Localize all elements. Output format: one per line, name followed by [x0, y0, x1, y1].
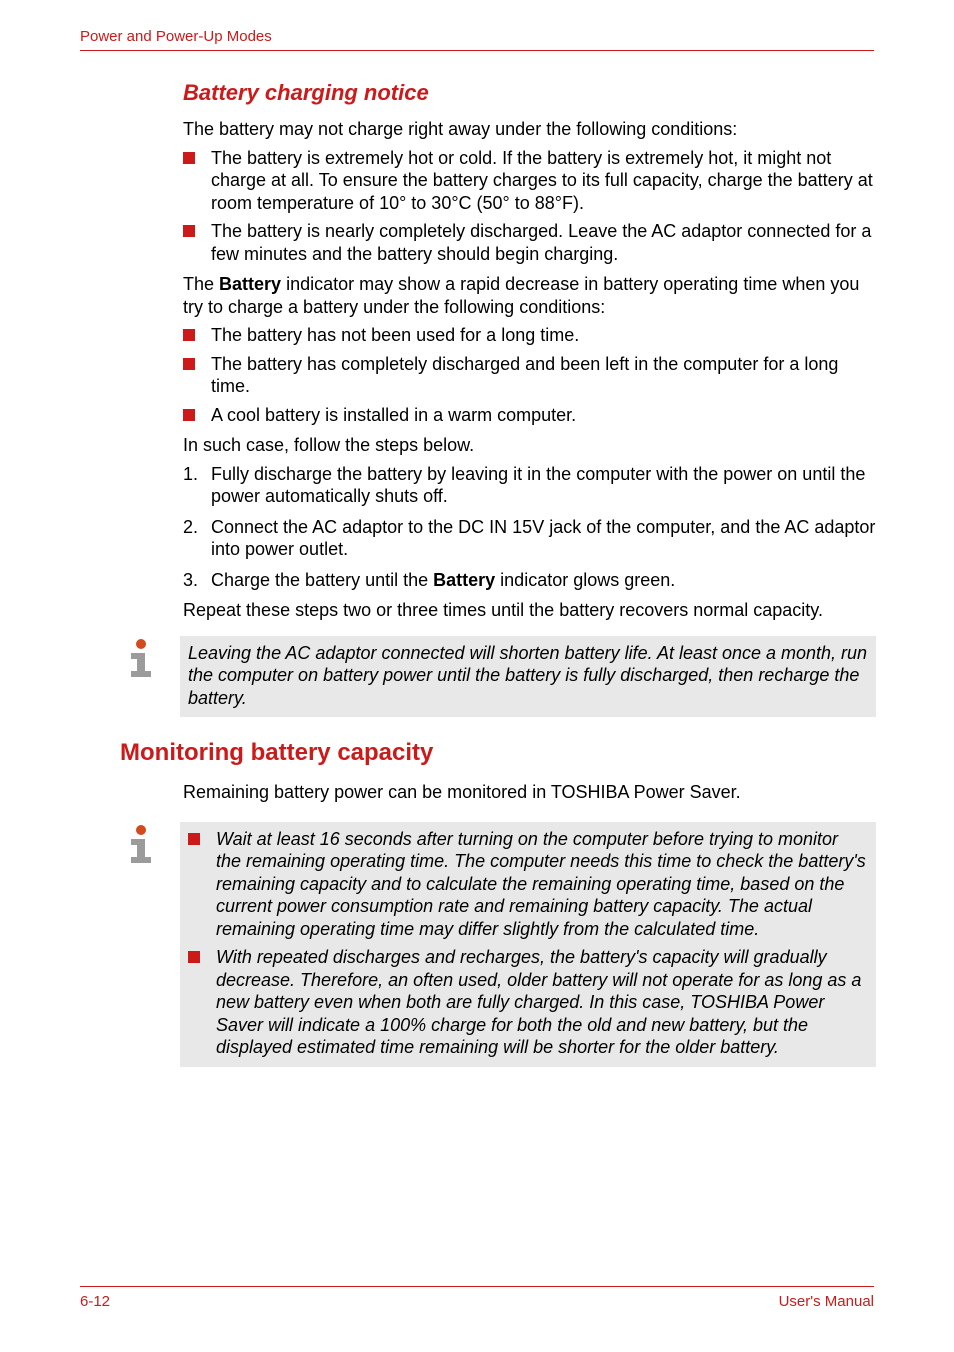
running-header: Power and Power-Up Modes: [80, 28, 272, 45]
list-item: The battery has not been used for a long…: [183, 324, 876, 347]
step-item: Fully discharge the battery by leaving i…: [183, 463, 876, 508]
manual-label: User's Manual: [779, 1293, 874, 1310]
section1-body: The battery may not charge right away un…: [183, 118, 876, 622]
footer-rule: [80, 1286, 874, 1287]
note-paragraph: Leaving the AC adaptor connected will sh…: [188, 642, 868, 710]
page-number: 6-12: [80, 1293, 110, 1310]
section2-intro: Remaining battery power can be monitored…: [183, 781, 876, 804]
info-note-1: Leaving the AC adaptor connected will sh…: [120, 636, 876, 718]
page-footer: 6-12 User's Manual: [80, 1286, 874, 1310]
section1-para4: Repeat these steps two or three times un…: [183, 599, 876, 622]
text: Charge the battery until the: [211, 570, 433, 590]
step-item: Charge the battery until the Battery ind…: [183, 569, 876, 592]
icon-column: [120, 636, 162, 682]
list-item: A cool battery is installed in a warm co…: [183, 404, 876, 427]
section2-body: Remaining battery power can be monitored…: [183, 781, 876, 804]
text: The: [183, 274, 219, 294]
main-content: Battery charging notice The battery may …: [120, 80, 876, 1081]
section1-bullets1: The battery is extremely hot or cold. If…: [183, 147, 876, 266]
step-item: Connect the AC adaptor to the DC IN 15V …: [183, 516, 876, 561]
text: indicator may show a rapid decrease in b…: [183, 274, 859, 317]
list-item: The battery is extremely hot or cold. If…: [183, 147, 876, 215]
text: indicator glows green.: [495, 570, 675, 590]
list-item: The battery is nearly completely dischar…: [183, 220, 876, 265]
bold-text: Battery: [219, 274, 281, 294]
footer-row: 6-12 User's Manual: [80, 1293, 874, 1310]
section1-intro: The battery may not charge right away un…: [183, 118, 876, 141]
header-rule: [80, 50, 874, 51]
note-text: Wait at least 16 seconds after turning o…: [180, 822, 876, 1067]
section1-para3: In such case, follow the steps below.: [183, 434, 876, 457]
section1-steps: Fully discharge the battery by leaving i…: [183, 463, 876, 592]
page: Power and Power-Up Modes Battery chargin…: [0, 0, 954, 1352]
section1-bullets2: The battery has not been used for a long…: [183, 324, 876, 426]
section1-para2: The Battery indicator may show a rapid d…: [183, 273, 876, 318]
info-icon: [121, 824, 161, 868]
info-icon: [121, 638, 161, 682]
note2-bullets: Wait at least 16 seconds after turning o…: [188, 828, 868, 1059]
info-note-2: Wait at least 16 seconds after turning o…: [120, 822, 876, 1067]
list-item: Wait at least 16 seconds after turning o…: [188, 828, 868, 941]
subsection-title-battery-charging: Battery charging notice: [183, 80, 876, 106]
note-text: Leaving the AC adaptor connected will sh…: [180, 636, 876, 718]
list-item: The battery has completely discharged an…: [183, 353, 876, 398]
list-item: With repeated discharges and recharges, …: [188, 946, 868, 1059]
icon-column: [120, 822, 162, 868]
section-title-monitoring: Monitoring battery capacity: [120, 739, 876, 767]
bold-text: Battery: [433, 570, 495, 590]
